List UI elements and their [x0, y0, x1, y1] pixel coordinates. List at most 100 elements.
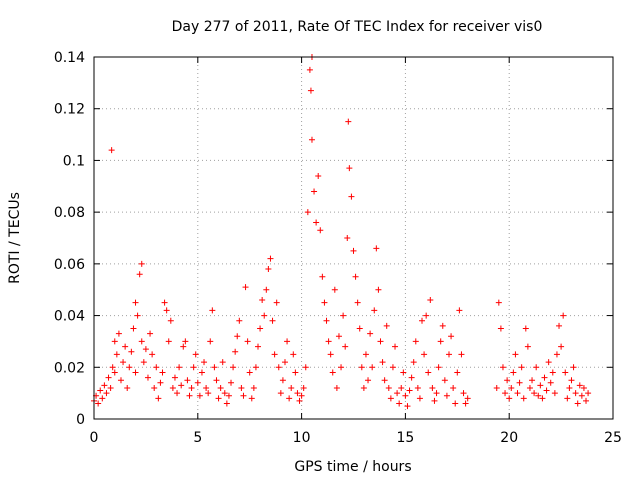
data-point — [499, 364, 506, 371]
data-point — [437, 338, 444, 345]
data-point — [323, 317, 330, 324]
data-point — [448, 333, 455, 340]
data-point — [562, 369, 569, 376]
data-point — [211, 364, 218, 371]
y-tick-label: 0.06 — [54, 257, 85, 273]
data-point — [209, 307, 216, 314]
data-point — [377, 338, 384, 345]
data-point — [321, 299, 328, 306]
data-point — [242, 284, 249, 291]
axis-ticks — [93, 56, 614, 420]
data-point — [439, 322, 446, 329]
x-tick-label: 15 — [396, 430, 414, 446]
data-point — [454, 369, 461, 376]
data-point — [493, 384, 500, 391]
data-point — [304, 209, 311, 216]
data-point — [394, 390, 401, 397]
data-point — [317, 227, 324, 234]
data-point — [111, 338, 118, 345]
data-point — [578, 392, 585, 399]
y-axis-label: ROTI / TECUs — [7, 192, 23, 284]
data-point — [165, 338, 172, 345]
data-point — [352, 273, 359, 280]
x-tick-label: 20 — [500, 430, 518, 446]
data-point — [286, 395, 293, 402]
data-point — [257, 325, 264, 332]
data-point — [153, 364, 160, 371]
data-point — [533, 364, 540, 371]
data-point — [128, 348, 135, 355]
data-point — [196, 392, 203, 399]
data-point — [421, 351, 428, 358]
data-point — [273, 299, 280, 306]
data-point — [333, 384, 340, 391]
data-point — [140, 359, 147, 366]
data-point — [392, 343, 399, 350]
data-point — [246, 369, 253, 376]
data-point — [416, 395, 423, 402]
data-point — [117, 377, 124, 384]
data-point — [176, 364, 183, 371]
data-point — [306, 66, 313, 73]
data-point — [244, 338, 251, 345]
data-point — [215, 395, 222, 402]
data-point — [338, 364, 345, 371]
data-point — [516, 379, 523, 386]
data-point — [157, 379, 164, 386]
data-point — [255, 343, 262, 350]
y-tick-label: 0.12 — [54, 102, 85, 118]
data-point — [311, 188, 318, 195]
data-point — [213, 377, 220, 384]
data-point — [294, 390, 301, 397]
data-point — [284, 338, 291, 345]
data-point — [570, 364, 577, 371]
data-point — [169, 384, 176, 391]
data-point — [221, 390, 228, 397]
x-axis-label: GPS time / hours — [294, 459, 411, 475]
data-point — [190, 364, 197, 371]
data-point — [113, 351, 120, 358]
x-tick-labels: 0 5 10 15 20 25 — [90, 430, 622, 446]
data-point — [558, 343, 565, 350]
data-point — [219, 359, 226, 366]
data-point — [122, 343, 129, 350]
data-point — [163, 307, 170, 314]
data-point — [545, 359, 552, 366]
data-point — [138, 338, 145, 345]
data-point — [398, 384, 405, 391]
data-point — [225, 392, 232, 399]
y-tick-label: 0 — [76, 412, 85, 428]
data-point — [549, 369, 556, 376]
data-point — [184, 377, 191, 384]
data-point — [406, 387, 413, 394]
data-point — [302, 364, 309, 371]
data-point — [367, 330, 374, 337]
data-point — [419, 317, 426, 324]
data-point — [103, 390, 110, 397]
data-point — [441, 377, 448, 384]
data-point — [541, 374, 548, 381]
data-point — [132, 299, 139, 306]
data-point — [271, 351, 278, 358]
x-tick-label: 5 — [193, 430, 202, 446]
data-point — [531, 390, 538, 397]
data-point — [381, 377, 388, 384]
data-point — [161, 299, 168, 306]
plot-frame — [93, 56, 614, 420]
data-point — [147, 330, 154, 337]
data-point — [182, 338, 189, 345]
x-tick-label: 0 — [90, 430, 99, 446]
data-point — [404, 403, 411, 410]
y-tick-label: 0.08 — [54, 205, 85, 221]
data-point — [423, 312, 430, 319]
data-point — [307, 87, 314, 94]
data-point — [354, 299, 361, 306]
data-point — [279, 377, 286, 384]
data-point — [126, 364, 133, 371]
data-point — [194, 379, 201, 386]
data-point — [298, 392, 305, 399]
data-point — [510, 369, 517, 376]
data-point — [396, 400, 403, 407]
data-point — [265, 266, 272, 273]
data-point — [383, 322, 390, 329]
